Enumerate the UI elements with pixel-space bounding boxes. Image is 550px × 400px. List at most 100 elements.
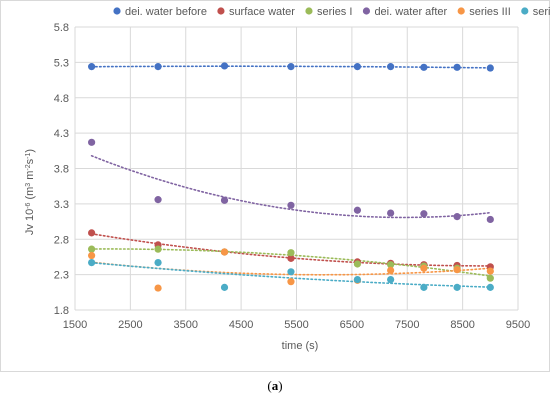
data-point-series-0 (220, 62, 229, 70)
data-point-series-5 (453, 283, 461, 291)
data-point-series-3 (88, 138, 96, 146)
data-point-series-5 (387, 275, 395, 284)
data-point-series-3 (486, 215, 494, 224)
legend-entry: surface water (217, 6, 295, 18)
data-point-series-5 (353, 275, 362, 284)
legend-entry: series I (305, 6, 352, 18)
data-point-series-0 (453, 63, 461, 71)
data-point-series-3 (220, 196, 229, 204)
legend-marker (362, 7, 371, 15)
y-tick-label: 3.3 (54, 199, 69, 211)
legend-entry: dei. water after (362, 6, 448, 18)
y-axis-label-exp2: 3 (25, 183, 32, 187)
x-tick-label: 4500 (229, 319, 253, 331)
data-point-series-4 (453, 266, 461, 274)
data-point-series-5 (220, 283, 229, 291)
data-point-series-0 (154, 63, 162, 71)
x-tick-label: 8500 (450, 319, 474, 331)
legend-marker (113, 7, 121, 15)
data-point-series-1 (287, 254, 295, 262)
data-point-series-5 (88, 258, 96, 267)
y-axis-label-exp1: -6 (25, 202, 32, 208)
x-tick-label: 3500 (174, 319, 198, 331)
grid-layer (74, 26, 519, 311)
y-tick-label: 2.3 (54, 270, 69, 282)
legend-label: dei. water before (125, 6, 207, 18)
legend-marker (305, 7, 313, 15)
legend-entry: series III (457, 6, 511, 18)
data-point-series-3 (387, 209, 395, 217)
caption-close: ) (278, 378, 283, 393)
y-tick-label: 1.8 (54, 305, 69, 317)
y-tick-label: 4.3 (54, 128, 69, 140)
y-axis-label-end: ) (24, 149, 36, 153)
x-axis-label: time (s) (282, 340, 319, 352)
y-axis-label-exp4: -1 (25, 152, 32, 158)
data-point-series-2 (353, 260, 362, 268)
legend-label: dei. water after (374, 6, 447, 18)
legend-marker (217, 7, 225, 15)
data-point-series-3 (453, 213, 461, 221)
data-point-series-3 (420, 210, 428, 218)
legend-label: series I (317, 6, 352, 18)
legend-entry: dei. water before (113, 6, 207, 18)
x-tick-labels: 1500 2500 3500 4500 5500 6500 7500 8500 9500 (63, 319, 530, 331)
data-point-series-0 (287, 63, 295, 71)
data-point-series-3 (154, 196, 162, 204)
data-point-series-4 (486, 267, 494, 275)
y-axis-label: Jv 10-6 (m3 m-2s-1) (24, 149, 36, 235)
data-point-series-2 (88, 245, 96, 253)
caption-open: ( (267, 378, 272, 393)
legend: dei. water before surface water series I de… (113, 6, 550, 18)
chart-frame: 1.8 2.3 2.8 3.3 3.8 4.3 4.8 5.3 5.8 1500 2500 3500… (0, 0, 550, 372)
y-tick-labels: 1.8 2.3 2.8 3.3 3.8 4.3 4.8 5.3 5.8 (54, 22, 69, 317)
x-tick-label: 7500 (395, 319, 419, 331)
data-point-series-0 (387, 63, 395, 71)
y-axis-label-mid3: s (24, 158, 36, 164)
data-point-series-5 (154, 258, 162, 267)
data-point-series-4 (387, 266, 395, 274)
data-point-series-3 (353, 206, 362, 214)
data-point-series-5 (420, 283, 428, 291)
points-layer (88, 62, 494, 292)
legend-entry: series II (521, 6, 550, 18)
legend-marker (457, 7, 465, 15)
data-point-series-2 (387, 261, 395, 269)
y-tick-label: 5.3 (54, 57, 69, 69)
x-tick-label: 2500 (118, 319, 142, 331)
data-point-series-0 (88, 63, 96, 71)
legend-label: surface water (229, 6, 295, 18)
y-tick-label: 4.8 (54, 93, 69, 105)
y-axis-label-exp3: -2 (25, 164, 32, 170)
y-axis-label-mid2: m (24, 171, 36, 183)
chart-svg: 1.8 2.3 2.8 3.3 3.8 4.3 4.8 5.3 5.8 1500 2500 3500… (0, 0, 550, 372)
x-tick-label: 9500 (506, 319, 530, 331)
data-point-series-0 (353, 63, 362, 71)
x-tick-label: 1500 (63, 319, 87, 331)
data-point-series-2 (287, 249, 295, 257)
legend-label: series II (533, 6, 550, 18)
data-point-series-4 (220, 248, 229, 256)
x-tick-label: 5500 (284, 319, 308, 331)
x-tick-label: 6500 (340, 319, 364, 331)
data-point-series-5 (287, 268, 295, 276)
legend-marker (521, 7, 529, 15)
data-point-series-2 (486, 274, 494, 282)
y-axis-label-mid: (m (24, 187, 36, 203)
data-point-series-4 (154, 284, 162, 292)
data-point-series-5 (486, 283, 494, 291)
caption-letter: a (271, 378, 279, 393)
data-point-series-1 (88, 229, 96, 237)
data-point-series-4 (88, 251, 96, 260)
data-point-series-4 (287, 278, 295, 286)
figure-caption: (a) (0, 378, 550, 394)
data-point-series-0 (486, 64, 494, 72)
data-point-series-4 (420, 264, 428, 272)
y-axis-label-base: Jv 10 (24, 209, 36, 235)
data-point-series-2 (154, 245, 162, 253)
chart-border (0, 0, 550, 372)
data-point-series-3 (287, 201, 295, 209)
y-tick-label: 3.8 (54, 164, 69, 176)
y-tick-label: 5.8 (54, 22, 69, 34)
legend-label: series III (469, 6, 511, 18)
